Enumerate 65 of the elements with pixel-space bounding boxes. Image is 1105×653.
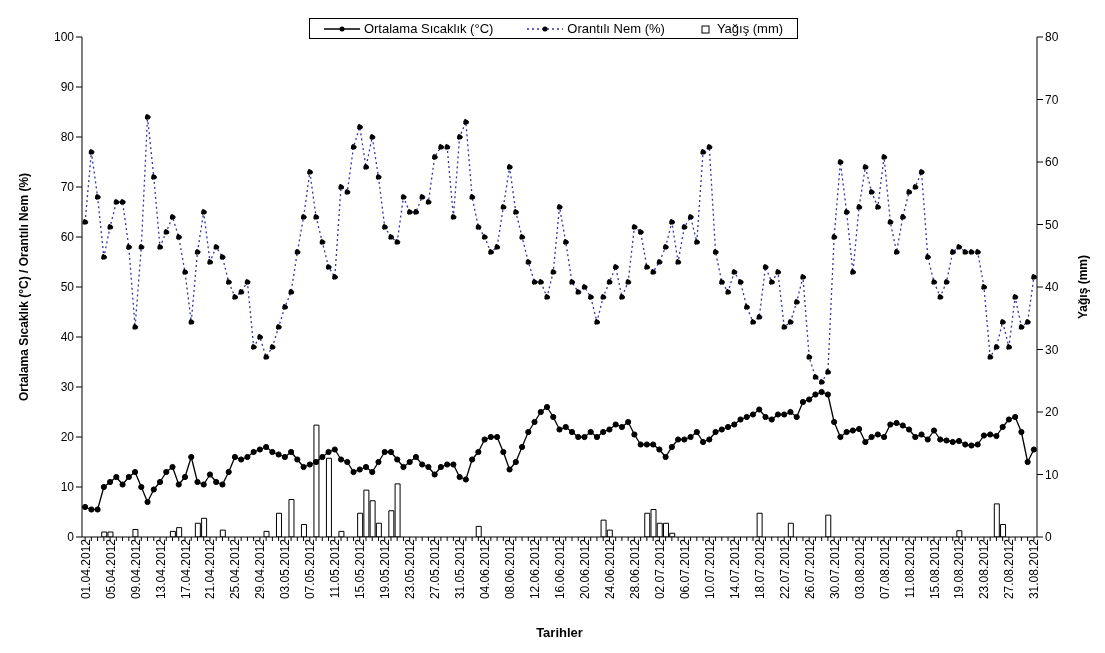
x-tick-label: 19.08.2012 [952, 538, 967, 600]
x-tick-label: 09.04.2012 [128, 538, 143, 600]
y-tick-label: 20 [60, 430, 75, 445]
x-tick-label: 04.06.2012 [478, 538, 493, 600]
y2-tick-label: 70 [1045, 92, 1059, 107]
x-tick-label: 07.08.2012 [877, 538, 892, 600]
x-tick-label: 12.06.2012 [528, 538, 543, 600]
y-tick-label: 30 [60, 380, 75, 395]
x-tick-label: 19.05.2012 [378, 538, 393, 600]
x-tick-label: 21.04.2012 [203, 538, 218, 600]
x-tick-label: 20.06.2012 [577, 538, 592, 600]
x-tick-label: 26.07.2012 [802, 538, 817, 600]
x-tick-label: 29.04.2012 [253, 538, 268, 600]
x-tick-label: 25.04.2012 [228, 538, 243, 600]
y-tick-label: 100 [53, 30, 75, 45]
legend-label: Ortalama Sıcaklık (°C) [363, 21, 494, 36]
y2-tick-label: 10 [1045, 467, 1059, 482]
x-tick-label: 03.08.2012 [852, 538, 867, 600]
x-tick-label: 01.04.2012 [78, 538, 93, 600]
y-tick-label: 80 [60, 130, 75, 145]
x-tick-label: 27.08.2012 [1002, 538, 1017, 600]
x-tick-label: 16.06.2012 [553, 538, 568, 600]
x-tick-label: 06.07.2012 [677, 538, 692, 600]
x-tick-label: 11.08.2012 [902, 538, 917, 599]
y2-tick-label: 40 [1045, 280, 1059, 295]
x-tick-label: 17.04.2012 [178, 538, 193, 600]
legend-label: Yağış (mm) [716, 21, 784, 36]
y-tick-label: 70 [60, 180, 75, 195]
x-tick-label: 15.05.2012 [353, 538, 368, 600]
y-tick-label: 60 [60, 230, 75, 245]
x-tick-label: 31.08.2012 [1027, 538, 1042, 600]
x-tick-label: 08.06.2012 [503, 538, 518, 600]
y2-tick-label: 80 [1045, 30, 1059, 45]
x-tick-label: 11.05.2012 [328, 538, 343, 599]
x-tick-label: 23.08.2012 [977, 538, 992, 600]
y-axis-title: Ortalama Sıcaklık (°C) / Orantılı Nem (%) [17, 172, 32, 402]
x-tick-label: 15.08.2012 [927, 538, 942, 600]
y2-tick-label: 50 [1045, 217, 1059, 232]
x-tick-label: 02.07.2012 [652, 538, 667, 600]
x-tick-label: 05.04.2012 [103, 538, 118, 600]
x-tick-label: 13.04.2012 [153, 538, 168, 600]
x-tick-label: 28.06.2012 [627, 538, 642, 600]
x-tick-label: 22.07.2012 [777, 538, 792, 600]
y2-tick-label: 30 [1045, 342, 1059, 357]
y2-tick-label: 20 [1045, 405, 1059, 420]
x-tick-label: 24.06.2012 [602, 538, 617, 600]
y-tick-label: 90 [60, 80, 75, 95]
y2-tick-label: 0 [1045, 530, 1052, 545]
x-tick-label: 14.07.2012 [727, 538, 742, 600]
y2-tick-label: 60 [1045, 155, 1059, 170]
x-tick-label: 27.05.2012 [428, 538, 443, 600]
y2-axis-title: Yağış (mm) [1076, 254, 1091, 320]
legend-label: Orantılı Nem (%) [567, 21, 665, 36]
x-tick-label: 30.07.2012 [827, 538, 842, 600]
y-tick-label: 40 [60, 330, 75, 345]
y-tick-label: 0 [67, 530, 75, 545]
x-axis-title: Tarihler [536, 625, 583, 640]
y-tick-label: 10 [60, 480, 75, 495]
x-tick-label: 23.05.2012 [403, 538, 418, 600]
x-tick-label: 10.07.2012 [702, 538, 717, 600]
x-tick-label: 03.05.2012 [278, 538, 293, 600]
y-tick-label: 50 [60, 280, 75, 295]
x-tick-label: 31.05.2012 [453, 538, 468, 600]
x-tick-label: 18.07.2012 [752, 538, 767, 600]
x-tick-label: 07.05.2012 [303, 538, 318, 600]
